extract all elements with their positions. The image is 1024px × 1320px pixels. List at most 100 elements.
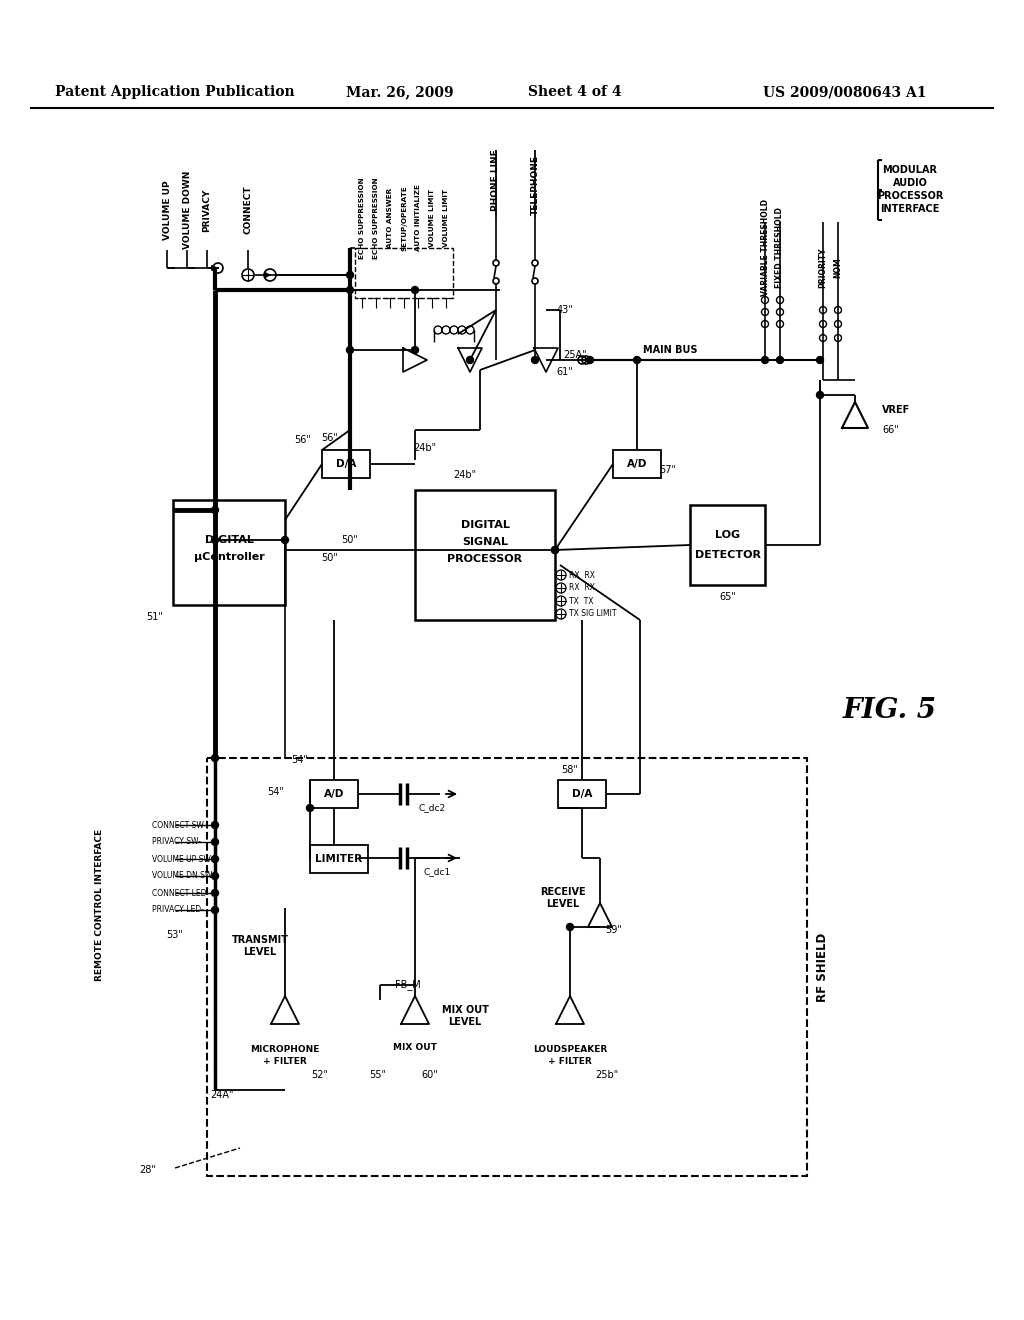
Text: PRIVACY: PRIVACY: [203, 189, 212, 231]
Text: LEVEL: LEVEL: [449, 1016, 481, 1027]
Text: 52": 52": [311, 1071, 329, 1080]
Text: RF SHIELD: RF SHIELD: [815, 932, 828, 1002]
Text: LEVEL: LEVEL: [244, 946, 276, 957]
Bar: [207, 758, 807, 1176]
Circle shape: [816, 356, 823, 363]
Text: RECEIVE: RECEIVE: [541, 887, 586, 898]
Text: SIGNAL: SIGNAL: [462, 537, 508, 546]
Circle shape: [212, 838, 218, 846]
Text: DETECTOR: DETECTOR: [694, 550, 761, 560]
Circle shape: [212, 755, 218, 762]
Text: 53": 53": [167, 931, 183, 940]
Text: D/A: D/A: [336, 459, 356, 469]
Text: D/A: D/A: [571, 789, 592, 799]
Text: REMOTE CONTROL INTERFACE: REMOTE CONTROL INTERFACE: [95, 829, 104, 981]
Text: 54": 54": [291, 755, 308, 766]
Circle shape: [212, 873, 218, 879]
Text: 55": 55": [370, 1071, 386, 1080]
Text: 24b": 24b": [454, 470, 476, 480]
Bar: [355, 248, 453, 298]
Text: Mar. 26, 2009: Mar. 26, 2009: [346, 84, 454, 99]
Text: 24b": 24b": [414, 444, 436, 453]
Text: 50": 50": [322, 553, 339, 564]
Circle shape: [212, 855, 218, 862]
Text: AUTO ANSWER: AUTO ANSWER: [387, 187, 393, 248]
Text: AUTO INITIALIZE: AUTO INITIALIZE: [415, 185, 421, 251]
Text: RX  RX: RX RX: [569, 570, 595, 579]
Circle shape: [552, 546, 558, 553]
Text: 56": 56": [295, 436, 311, 445]
Text: VARIABLE THRESHOLD: VARIABLE THRESHOLD: [761, 199, 769, 297]
Bar: [310, 845, 368, 873]
Circle shape: [212, 507, 218, 513]
Text: DIGITAL: DIGITAL: [205, 535, 253, 545]
Text: US 2009/0080643 A1: US 2009/0080643 A1: [763, 84, 927, 99]
Circle shape: [282, 536, 289, 544]
Text: LEVEL: LEVEL: [547, 899, 580, 909]
Circle shape: [346, 346, 353, 354]
Text: MAIN BUS: MAIN BUS: [643, 345, 697, 355]
Bar: [415, 490, 555, 620]
Text: LOG: LOG: [715, 531, 740, 540]
Text: 54": 54": [267, 787, 285, 797]
Text: PROCESSOR: PROCESSOR: [877, 191, 943, 201]
Text: + FILTER: + FILTER: [263, 1057, 307, 1067]
Text: FIG. 5: FIG. 5: [843, 697, 937, 723]
Circle shape: [212, 907, 218, 913]
Text: + FILTER: + FILTER: [548, 1057, 592, 1067]
Circle shape: [762, 356, 768, 363]
Text: MICROPHONE: MICROPHONE: [250, 1045, 319, 1055]
Text: VOLUME LIMIT: VOLUME LIMIT: [429, 189, 435, 247]
Text: 56": 56": [322, 433, 339, 444]
Text: 50": 50": [342, 535, 358, 545]
Text: TX SIG LIMIT: TX SIG LIMIT: [569, 610, 616, 619]
Text: VOLUME DOWN: VOLUME DOWN: [182, 170, 191, 249]
Text: 51": 51": [146, 612, 164, 622]
Text: C_dc1: C_dc1: [423, 867, 451, 876]
Text: ECHO SUPPRESSION: ECHO SUPPRESSION: [359, 177, 365, 259]
Text: PRIORITY: PRIORITY: [818, 248, 827, 288]
Text: VOLUME UP SW-: VOLUME UP SW-: [152, 854, 213, 863]
Text: VOLUME DN SW-: VOLUME DN SW-: [152, 871, 215, 880]
Text: SETUP/OPERATE: SETUP/OPERATE: [401, 185, 407, 251]
Text: 61": 61": [557, 367, 573, 378]
Text: 57": 57": [659, 465, 677, 475]
Text: AUDIO: AUDIO: [893, 178, 928, 187]
Text: FIXED THRESHOLD: FIXED THRESHOLD: [775, 207, 784, 289]
Text: 66": 66": [882, 425, 899, 436]
Text: TELEPHONE: TELEPHONE: [530, 154, 540, 215]
Bar: [322, 450, 370, 478]
Circle shape: [306, 804, 313, 812]
Circle shape: [776, 356, 783, 363]
Circle shape: [346, 286, 353, 293]
Circle shape: [212, 536, 218, 544]
Text: 58": 58": [561, 766, 579, 775]
Text: 65": 65": [719, 591, 736, 602]
Text: VREF: VREF: [882, 405, 910, 414]
Text: 60": 60": [422, 1071, 438, 1080]
Text: μController: μController: [194, 552, 264, 562]
Text: C_dc2: C_dc2: [419, 804, 445, 813]
Text: NOM: NOM: [834, 257, 843, 279]
Text: ECHO SUPPRESSION: ECHO SUPPRESSION: [373, 177, 379, 259]
Circle shape: [212, 890, 218, 896]
Bar: [173, 500, 285, 605]
Text: VOLUME LIMIT: VOLUME LIMIT: [443, 189, 449, 247]
Circle shape: [346, 272, 353, 279]
Text: FB_M: FB_M: [395, 979, 421, 990]
Circle shape: [212, 821, 218, 829]
Bar: [310, 780, 358, 808]
Text: 59": 59": [605, 925, 622, 935]
Text: PHONE LINE: PHONE LINE: [492, 149, 501, 211]
Text: LOUDSPEAKER: LOUDSPEAKER: [532, 1045, 607, 1055]
Text: DIGITAL: DIGITAL: [461, 520, 509, 531]
Circle shape: [467, 356, 473, 363]
Text: CONNECT: CONNECT: [244, 186, 253, 235]
Text: VOLUME UP: VOLUME UP: [163, 181, 171, 240]
Bar: [613, 450, 662, 478]
Text: 25A": 25A": [563, 350, 587, 360]
Text: CONNECT SW-: CONNECT SW-: [152, 821, 207, 829]
Circle shape: [552, 546, 558, 553]
Circle shape: [816, 392, 823, 399]
Text: TX  TX: TX TX: [569, 597, 594, 606]
